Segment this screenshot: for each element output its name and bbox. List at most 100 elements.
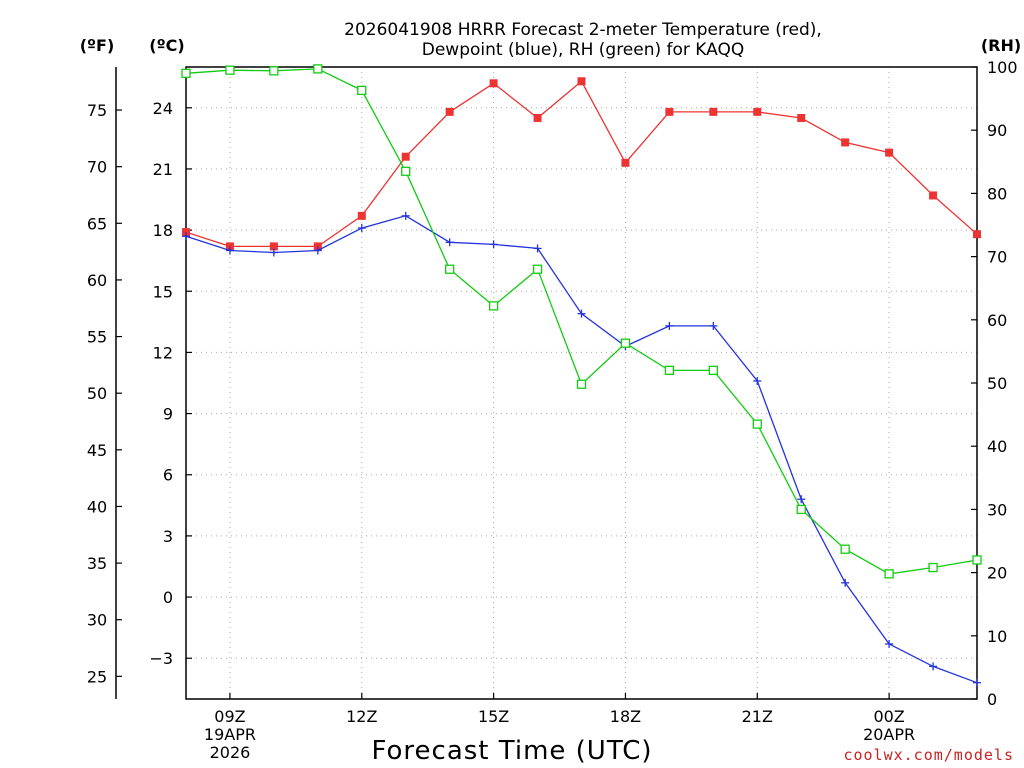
data-point (708, 365, 718, 376)
fahrenheit-tick-label: 75 (87, 101, 107, 120)
data-point (401, 211, 410, 220)
rh-tick-label: 90 (987, 121, 1007, 140)
data-point (620, 338, 631, 348)
axes (115, 66, 978, 700)
rh-tick-label: 30 (987, 500, 1007, 519)
data-point (752, 419, 762, 429)
data-point (929, 191, 938, 200)
data-point (753, 107, 762, 116)
data-point (841, 138, 850, 147)
data-point (313, 242, 322, 251)
celsius-tick-label: 21 (153, 160, 173, 179)
data-point (576, 379, 587, 389)
series-line (185, 215, 978, 684)
rh-tick-label: 70 (987, 248, 1007, 267)
data-point (709, 321, 718, 330)
data-point (182, 232, 190, 241)
data-point (709, 107, 718, 116)
data-point (929, 662, 938, 671)
data-point (841, 578, 850, 587)
rh-tick-label: 60 (987, 311, 1007, 330)
data-point (357, 85, 367, 96)
fahrenheit-tick-label: 55 (87, 328, 107, 347)
fahrenheit-unit-label: (ºF) (80, 36, 115, 55)
celsius-tick-label: 6 (163, 466, 173, 485)
data-point (928, 562, 938, 573)
data-point (665, 107, 674, 116)
celsius-tick-label: 3 (163, 527, 173, 546)
celsius-unit-label: (ºC) (149, 36, 184, 55)
fahrenheit-tick-label: 60 (87, 271, 107, 290)
fahrenheit-tick-label: 35 (87, 554, 107, 573)
celsius-tick-label: 24 (153, 99, 173, 118)
data-point (532, 264, 543, 274)
data-point (313, 246, 322, 255)
data-point (665, 321, 674, 330)
data-point (840, 544, 850, 554)
fahrenheit-tick-label: 45 (87, 441, 107, 460)
x-tick-label: 09Z (214, 707, 245, 726)
data-point (621, 158, 630, 167)
data-point (269, 66, 279, 76)
data-point (401, 166, 411, 176)
data-point (269, 248, 278, 257)
rh-tick-label: 40 (987, 437, 1007, 456)
fahrenheit-tick-label: 40 (87, 497, 107, 516)
rh-tick-label: 10 (987, 627, 1007, 646)
data-point (357, 211, 366, 220)
chart-title-line1: 2026041908 HRRR Forecast 2-meter Tempera… (344, 20, 822, 40)
data-point (796, 504, 806, 515)
rh-tick-label: 80 (987, 184, 1007, 203)
rh-tick-label: 20 (987, 564, 1007, 583)
celsius-tick-label: 15 (153, 282, 173, 301)
x-tick-label: 12Z (346, 707, 377, 726)
data-point (972, 555, 982, 565)
data-point (973, 230, 981, 239)
data-point (225, 242, 234, 251)
chart-title-line2: Dewpoint (blue), RH (green) for KAQQ (422, 40, 745, 60)
fahrenheit-tick-label: 30 (87, 611, 107, 630)
data-point (973, 678, 981, 687)
x-tick-label: 00Z (873, 707, 904, 726)
watermark: coolwx.com/models (843, 746, 1014, 764)
series-rh (181, 64, 982, 579)
data-point (533, 113, 542, 122)
data-point (797, 113, 806, 122)
data-point (577, 309, 586, 318)
data-point (664, 365, 675, 376)
celsius-tick-label: 18 (153, 221, 173, 240)
data-series (181, 64, 982, 687)
fahrenheit-tick-label: 65 (87, 214, 107, 233)
series-line (185, 68, 978, 575)
fahrenheit-tick-label: 50 (87, 384, 107, 403)
series-2-meter-temperature (182, 77, 981, 251)
celsius-tick-label: 0 (163, 588, 173, 607)
data-point (269, 242, 278, 251)
rh-unit-label: (RH) (981, 36, 1021, 55)
data-point (313, 64, 323, 74)
data-point (488, 301, 499, 311)
data-point (489, 79, 498, 88)
rh-tick-label: 0 (987, 690, 997, 709)
celsius-tick-label: −3 (149, 649, 173, 668)
rh-tick-label: 100 (987, 58, 1018, 77)
rh-tick-label: 50 (987, 374, 1007, 393)
x-tick-label: 19APR (204, 725, 256, 744)
data-point (181, 68, 191, 78)
data-point (884, 569, 894, 579)
data-point (445, 264, 455, 274)
x-axis-label: Forecast Time (UTC) (371, 736, 652, 766)
fahrenheit-tick-label: 25 (87, 667, 107, 686)
celsius-tick-label: 9 (163, 405, 173, 424)
data-point (533, 244, 542, 253)
x-tick-label: 20APR (863, 725, 915, 744)
x-tick-label: 2026 (210, 743, 251, 762)
data-point (577, 77, 586, 86)
data-point (885, 639, 894, 648)
data-point (445, 238, 454, 247)
data-point (401, 152, 410, 161)
celsius-tick-label: 12 (153, 343, 173, 362)
x-tick-label: 15Z (478, 707, 509, 726)
data-point (445, 107, 454, 116)
